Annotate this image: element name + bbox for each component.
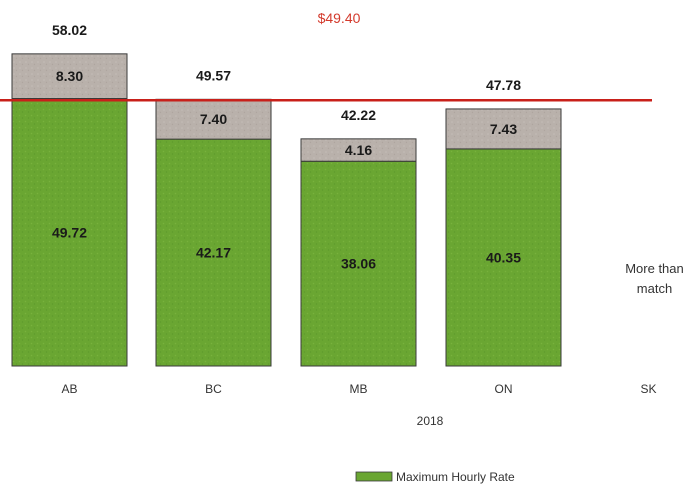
segment-value-label: 7.40 xyxy=(200,111,227,127)
reference-line-label: $49.40 xyxy=(318,10,361,26)
bar-segment-bc-1 xyxy=(155,98,272,140)
category-label: SK xyxy=(640,382,656,396)
reference-layer: $49.40 xyxy=(0,10,652,102)
labels-layer: 49.72 8.30 58.02 AB 42.17 7.40 49.57 BC 38.06 4.1… xyxy=(52,22,684,428)
bar-segment-on-0 xyxy=(445,148,562,367)
segment-value-label: 8.30 xyxy=(56,68,83,84)
segment-value-label: 4.16 xyxy=(345,142,372,158)
bar-segment-ab-0 xyxy=(11,98,128,367)
legend-label: Maximum Hourly Rate xyxy=(396,470,515,484)
bars-layer xyxy=(11,53,562,367)
category-label: MB xyxy=(350,382,368,396)
bar-segment-mb-1 xyxy=(300,138,417,162)
category-label: ON xyxy=(495,382,513,396)
legend-swatch xyxy=(355,471,393,482)
bar-segment-on-1 xyxy=(445,108,562,150)
segment-value-label: 40.35 xyxy=(486,249,521,265)
segment-value-label: 38.06 xyxy=(341,256,376,272)
bar-segment-ab-1 xyxy=(11,53,128,100)
legend: Maximum Hourly Rate xyxy=(355,470,515,484)
bar-segment-mb-0 xyxy=(300,160,417,367)
segment-value-label: 42.17 xyxy=(196,245,231,261)
category-label: BC xyxy=(205,382,222,396)
segment-value-label: 49.72 xyxy=(52,224,87,240)
annotation-text: More than xyxy=(625,261,684,276)
total-value-label: 58.02 xyxy=(52,22,87,38)
segment-value-label: 7.43 xyxy=(490,121,517,137)
year-group-label: 2018 xyxy=(417,414,444,428)
category-label: AB xyxy=(61,382,77,396)
annotation-text: match xyxy=(637,281,672,296)
total-value-label: 42.22 xyxy=(341,107,376,123)
total-value-label: 49.57 xyxy=(196,67,231,83)
total-value-label: 47.78 xyxy=(486,77,521,93)
